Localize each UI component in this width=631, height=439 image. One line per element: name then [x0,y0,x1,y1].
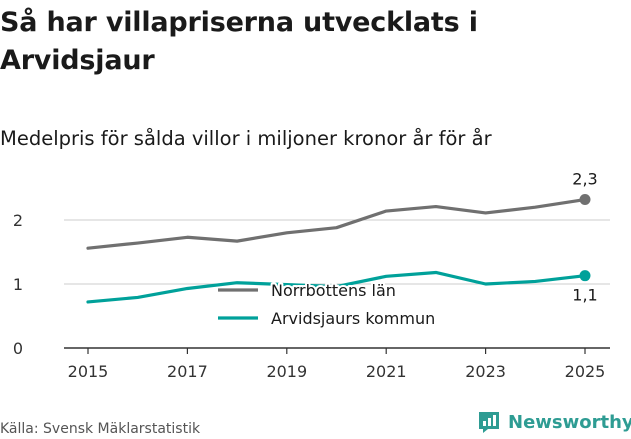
x-tick-label: 2019 [266,362,307,381]
x-tick-label: 2025 [565,362,606,381]
y-tick-label: 1 [13,275,23,294]
legend-label-arvidsjaur: Arvidsjaurs kommun [271,309,435,328]
brand-logo: Newsworthy [476,409,631,435]
norrbotten-line [86,197,587,250]
chart-subtitle: Medelpris för sålda villor i miljoner kr… [0,127,492,150]
arvidsjaur-end-point [579,270,591,282]
legend-label-norrbotten: Norrbottens län [271,281,396,300]
y-tick-label: 2 [13,211,23,230]
x-tick-label: 2021 [366,362,407,381]
x-tick-label: 2015 [68,362,109,381]
newsworthy-logo-icon [479,412,499,433]
chart-title: Så har villapriserna utvecklats i Arvids… [0,7,478,76]
norrbotten-end-label: 2,3 [572,170,597,189]
brand-name: Newsworthy [508,411,631,433]
arvidsjaur-line [86,270,587,304]
x-tick-label: 2017 [167,362,208,381]
arvidsjaur-end-label: 1,1 [572,286,597,305]
norrbotten-end-point [579,194,591,206]
source-note: Källa: Svensk Mäklarstatistik [0,421,201,437]
x-tick-label: 2023 [465,362,506,381]
y-tick-label: 0 [13,339,23,358]
